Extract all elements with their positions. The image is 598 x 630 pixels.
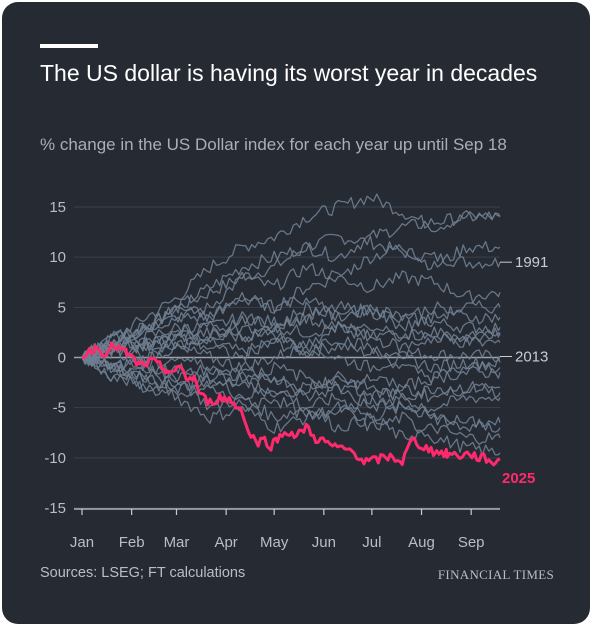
source-note: Sources: LSEG; FT calculations [40,565,246,581]
x-tick-label: Jan [70,534,94,551]
series-label-1991: 1991 [515,254,548,271]
x-tick-label: Mar [164,534,190,551]
x-tick-label: Jun [312,534,336,551]
series-line [81,352,501,429]
series-line [81,300,501,361]
series-line [81,291,501,359]
series-line [81,324,501,384]
series-line-2013 [81,335,501,363]
series-label-2013: 2013 [515,348,548,365]
x-tick-label: Sep [458,534,485,551]
y-tick-label: -10 [44,450,66,467]
y-tick-label: 10 [49,249,66,266]
series-line [81,356,501,423]
x-tick-label: May [260,534,289,551]
series-line [81,270,501,358]
series-line [81,301,501,362]
chart-title: The US dollar is having its worst year i… [40,60,538,86]
publisher-logo: FINANCIAL TIMES [437,567,554,582]
y-tick-label: 5 [58,299,66,316]
series-line [81,193,501,361]
series-line [81,354,501,456]
series-line [81,353,501,445]
x-tick-label: Jul [362,534,381,551]
x-tick-label: Aug [408,534,435,551]
x-tick-label: Feb [119,534,145,551]
chart-subtitle: % change in the US Dollar index for each… [40,135,507,154]
y-tick-label: -15 [44,500,66,517]
series-line [81,313,501,360]
series-label-2025: 2025 [502,470,535,487]
series-line [81,354,501,433]
series-line [81,210,501,359]
series-line [81,354,501,403]
y-tick-label: 0 [58,350,66,367]
x-tick-label: Apr [214,534,237,551]
title-accent-bar [40,44,98,48]
series-line [81,344,501,401]
y-tick-label: 15 [49,199,66,216]
series-line-2025 [81,341,501,467]
series-line [81,320,501,365]
y-tick-label: -5 [53,400,66,417]
